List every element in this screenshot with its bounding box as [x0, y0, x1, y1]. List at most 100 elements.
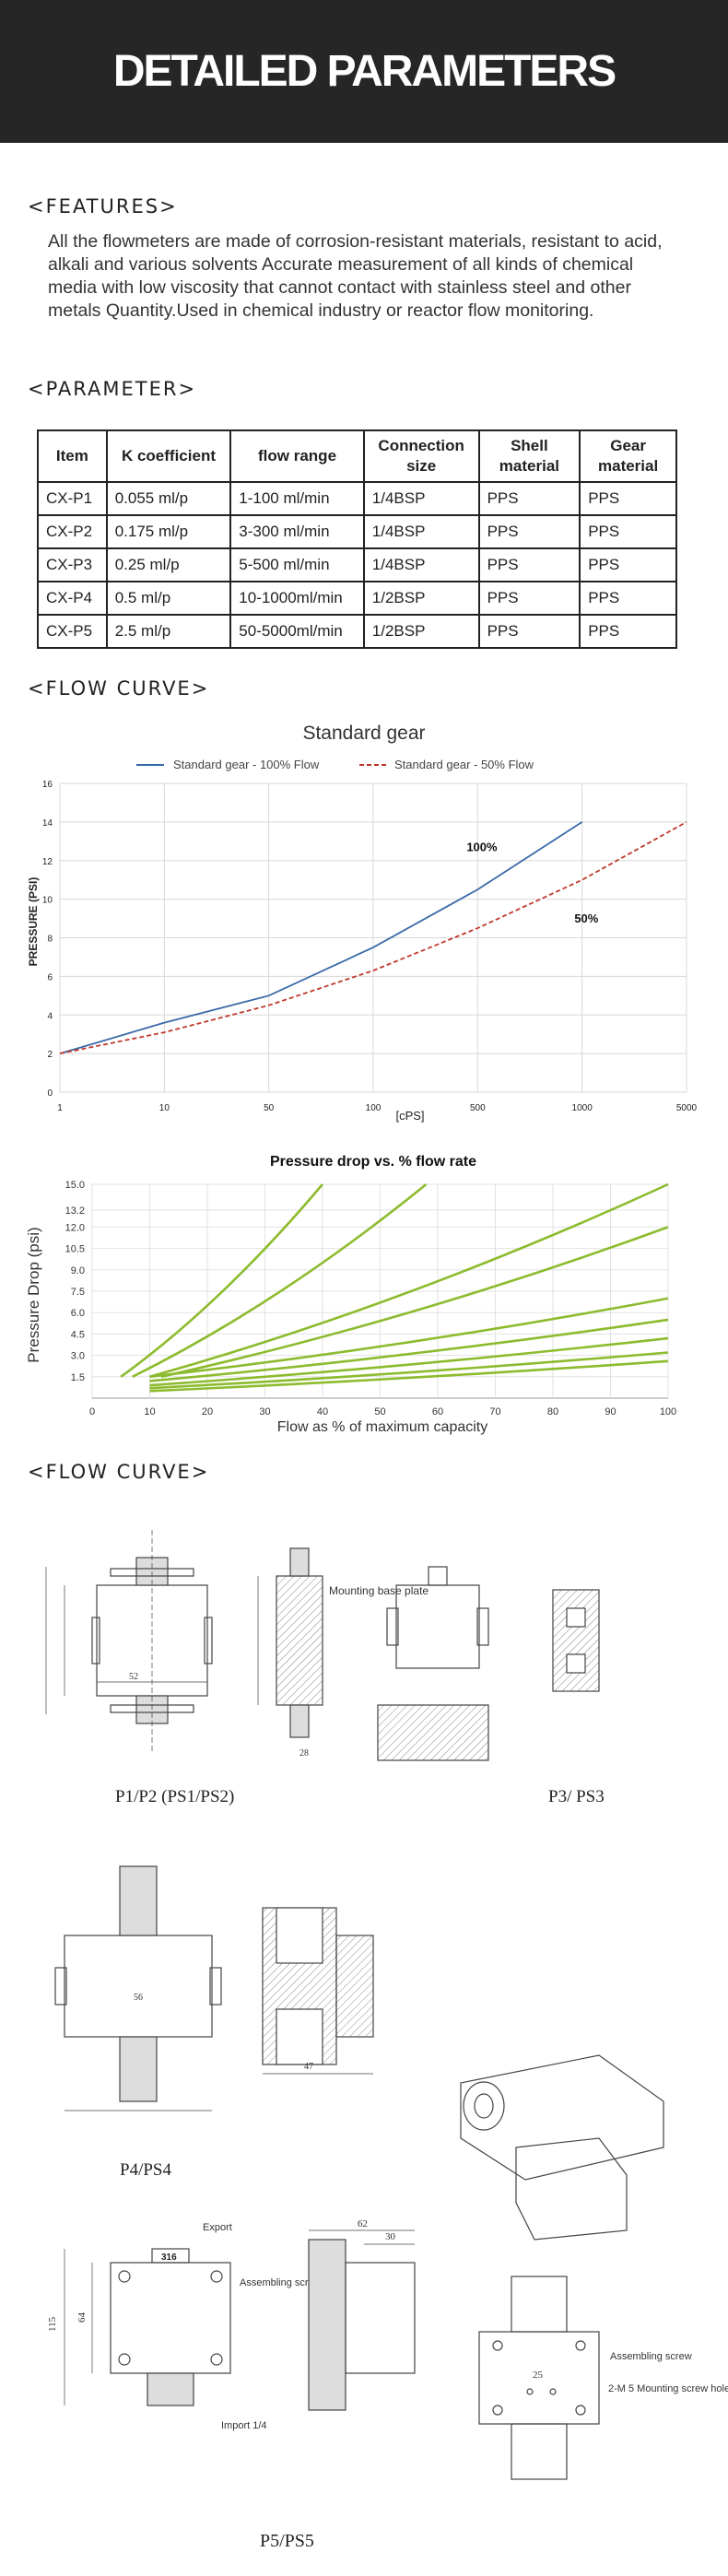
section-heading-features: <FEATURES> [28, 195, 178, 218]
legend-entry: Standard gear - 50% Flow [394, 758, 534, 771]
y-tick-label: 16 [42, 780, 53, 790]
section-heading-flow-curve: <FLOW CURVE> [28, 1461, 210, 1483]
x-tick-label: 500 [470, 1103, 486, 1113]
pressure-drop-chart: Pressure drop vs. % flow rate 1.5 3.0 4.5 6… [25, 1154, 676, 1435]
table-cell: 1-100 ml/min [229, 481, 365, 516]
x-axis-label: Flow as % of maximum capacity [277, 1419, 488, 1435]
drawing-caption: P3/ PS3 [548, 1787, 605, 1806]
table-cell: 1/2BSP [362, 614, 480, 649]
series-line [132, 1182, 428, 1378]
dimension-label: 62 [358, 2218, 368, 2229]
parameter-table: Item K coefficient flow range Connection… [37, 429, 677, 649]
table-row: CX-P5 2.5 ml/p 50-5000ml/min 1/2BSP PPS PPS [37, 614, 677, 649]
x-tick-label: 90 [605, 1406, 616, 1417]
table-cell: 1/2BSP [362, 581, 480, 616]
model-code-label: 316 [161, 2253, 177, 2263]
table-cell: 0.5 ml/p [105, 581, 232, 616]
y-tick-label: 12 [42, 857, 53, 867]
table-cell: 1/4BSP [362, 481, 480, 516]
y-tick-label: 15.0 [65, 1180, 85, 1191]
dimension-label: 56 [134, 1993, 143, 2003]
p4-side-drawing: 47 [262, 1907, 374, 2075]
table-cell: CX-P3 [37, 547, 108, 582]
table-cell: PPS [477, 581, 581, 616]
y-axis-label: Pressure Drop (psi) [25, 1227, 42, 1362]
table-cell: PPS [579, 581, 677, 616]
features-paragraph: All the flowmeters are made of corrosion… [48, 231, 663, 321]
series-line [149, 1359, 669, 1393]
import-label: Import 1/4 [221, 2420, 267, 2431]
dimension-label: 28 [299, 1748, 309, 1759]
column-header: Gear material [579, 429, 677, 483]
p1p2-side-drawing: 28 [257, 1547, 323, 1759]
dimension-label: 47 [304, 2062, 313, 2072]
table-cell: CX-P2 [37, 514, 108, 549]
table-cell: PPS [579, 481, 677, 516]
table-cell: CX-P5 [37, 614, 108, 649]
series-line [149, 1351, 669, 1390]
y-tick-label: 7.5 [71, 1287, 85, 1298]
x-tick-label: 50 [374, 1406, 385, 1417]
table-cell: PPS [579, 514, 677, 549]
column-header: Item [37, 429, 108, 483]
drawing-caption: P1/P2 (PS1/PS2) [115, 1787, 234, 1806]
series-line [149, 1318, 669, 1382]
table-header-row: Item K coefficient flow range Connection… [37, 429, 677, 483]
y-tick-label: 8 [47, 935, 53, 945]
x-tick-label: 60 [432, 1406, 443, 1417]
column-header: K coefficient [105, 429, 232, 483]
header-banner: DETAILED PARAMETERS [0, 0, 728, 143]
x-tick-label: 70 [489, 1406, 500, 1417]
p5-mount-drawing: 25 Assembling screw 2-M 5 Mounting screw… [478, 2276, 728, 2480]
series-line [149, 1336, 669, 1387]
x-tick-label: 0 [89, 1406, 95, 1417]
technical-drawings: 52 28 Mounting base plate P1/P2 (PS1/PS2… [45, 1530, 728, 2551]
assembling-screw-label: Assembling screw [610, 2351, 692, 2362]
y-tick-label: 1.5 [71, 1372, 85, 1383]
y-axis-label: PRESSURE (PSI) [27, 877, 40, 967]
table-cell: 1/4BSP [362, 514, 480, 549]
dimension-label: 115 [47, 2316, 58, 2332]
x-tick-label: 100 [366, 1103, 382, 1113]
x-tick-label: 20 [202, 1406, 213, 1417]
p5-side-drawing: 62 30 [308, 2218, 416, 2411]
chart-title: Standard gear [302, 723, 425, 744]
series-line [149, 1297, 669, 1379]
table-cell: 10-1000ml/min [229, 581, 365, 616]
section-heading-parameter: <PARAMETER> [28, 378, 197, 400]
series-label: 50% [574, 912, 598, 925]
x-tick-label: 40 [317, 1406, 328, 1417]
table-cell: PPS [477, 614, 581, 649]
y-tick-label: 13.2 [65, 1206, 85, 1217]
chart-title: Pressure drop vs. % flow rate [270, 1154, 476, 1170]
dimension-label: 52 [129, 1672, 138, 1682]
x-tick-label: 1000 [572, 1103, 593, 1113]
y-tick-label: 0 [47, 1088, 53, 1099]
table-cell: PPS [477, 547, 581, 582]
table-cell: CX-P4 [37, 581, 108, 616]
table-cell: CX-P1 [37, 481, 108, 516]
series-label: 100% [466, 840, 498, 853]
table-row: CX-P3 0.25 ml/p 5-500 ml/min 1/4BSP PPS PPS [37, 547, 677, 582]
table-cell: 3-300 ml/min [229, 514, 365, 549]
y-tick-label: 12.0 [65, 1222, 85, 1233]
mounting-hole-label: 2-M 5 Mounting screw hole [608, 2383, 728, 2394]
series-line [120, 1183, 323, 1378]
x-tick-label: 10 [144, 1406, 155, 1417]
table-cell: 0.055 ml/p [105, 481, 232, 516]
table-row: CX-P2 0.175 ml/p 3-300 ml/min 1/4BSP PPS PPS [37, 514, 677, 549]
x-axis-label: [cPS] [395, 1109, 424, 1123]
dimension-label: 64 [76, 2312, 88, 2323]
column-header: Shell material [477, 429, 581, 483]
table-row: CX-P1 0.055 ml/p 1-100 ml/min 1/4BSP PPS PPS [37, 481, 677, 516]
x-tick-label: 5000 [676, 1103, 698, 1113]
table-cell: 50-5000ml/min [229, 614, 365, 649]
y-tick-label: 14 [42, 818, 53, 829]
x-tick-label: 100 [660, 1406, 676, 1417]
drawing-caption: P4/PS4 [120, 2160, 171, 2180]
y-tick-label: 2 [47, 1050, 53, 1060]
mounting-base-label: Mounting base plate [329, 1584, 429, 1597]
legend-entry: Standard gear - 100% Flow [173, 758, 320, 771]
y-tick-label: 6.0 [71, 1308, 85, 1319]
y-tick-label: 10 [42, 896, 53, 906]
